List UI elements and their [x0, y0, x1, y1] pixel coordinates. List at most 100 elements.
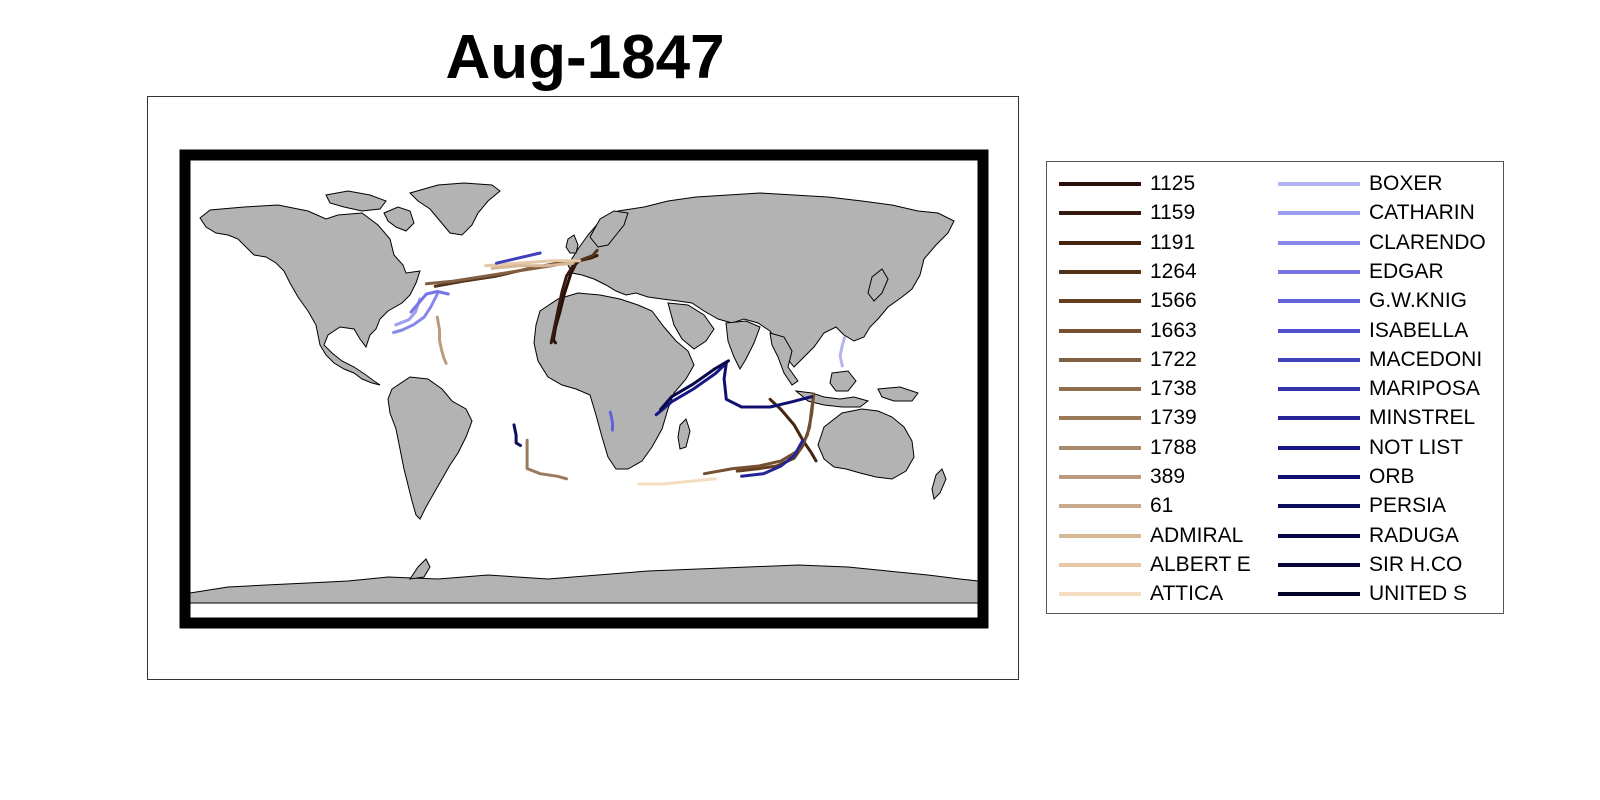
eurasia — [567, 192, 955, 368]
legend-swatch — [1059, 562, 1141, 567]
legend-swatch — [1059, 357, 1141, 362]
new-guinea — [877, 386, 919, 402]
ship-track — [490, 261, 575, 270]
legend-entry: ATTICA — [1047, 580, 1272, 609]
legend-label: PERSIA — [1369, 494, 1447, 518]
africa — [533, 292, 695, 470]
legend-entry: MINSTREL — [1266, 404, 1491, 433]
legend-entry: 1264 — [1047, 258, 1272, 287]
legend-entry: CLARENDO — [1266, 229, 1491, 258]
legend-swatch — [1278, 533, 1360, 538]
antarctic-peninsula — [408, 558, 431, 580]
legend-entry: 1125 — [1047, 170, 1272, 199]
legend: 1125 1159 1191 1264 1566 1663 1722 1738 1739 1788… — [1046, 161, 1504, 614]
legend-entry: SIR H.CO — [1266, 551, 1491, 580]
legend-label: 1722 — [1150, 347, 1197, 371]
legend-label: CATHARIN — [1369, 201, 1475, 225]
legend-entry: 1566 — [1047, 287, 1272, 316]
legend-label: SIR H.CO — [1369, 552, 1463, 576]
baffin-island — [383, 206, 415, 232]
ship-track — [722, 361, 814, 409]
legend-entry: 1738 — [1047, 375, 1272, 404]
legend-swatch — [1278, 387, 1360, 392]
southeast-asia — [769, 332, 799, 386]
legend-swatch — [1059, 269, 1141, 274]
ship-track — [525, 438, 568, 481]
legend-label: ADMIRAL — [1150, 523, 1244, 547]
madagascar — [677, 418, 691, 450]
scandinavia — [589, 210, 629, 248]
legend-label: 1788 — [1150, 435, 1197, 459]
legend-swatch — [1059, 504, 1141, 509]
legend-label: G.W.KNIG — [1369, 289, 1468, 313]
legend-entry: UNITED S — [1266, 580, 1491, 609]
legend-label: 1159 — [1150, 201, 1196, 225]
legend-entry: ALBERT E — [1047, 551, 1272, 580]
legend-swatch — [1059, 328, 1141, 333]
legend-label: RADUGA — [1369, 523, 1459, 547]
ship-track — [551, 259, 579, 345]
borneo — [829, 370, 857, 392]
ship-tracks — [392, 248, 846, 486]
north-america — [199, 204, 421, 386]
legend-swatch — [1278, 562, 1360, 567]
arabian-peninsula — [667, 302, 715, 350]
legend-label: ATTICA — [1150, 582, 1224, 606]
legend-label: 1739 — [1150, 406, 1197, 430]
legend-swatch — [1059, 182, 1141, 186]
legend-swatch — [1059, 533, 1141, 538]
legend-label: ALBERT E — [1150, 552, 1251, 576]
legend-entry: PERSIA — [1266, 492, 1491, 521]
legend-swatch — [1059, 592, 1141, 597]
legend-label: EDGAR — [1369, 259, 1444, 283]
legend-label: 1125 — [1150, 172, 1196, 195]
ship-track — [409, 290, 450, 314]
ship-track — [740, 438, 805, 478]
legend-entry: NOT LIST — [1266, 434, 1491, 463]
legend-swatch — [1278, 357, 1360, 362]
indian-subcontinent — [725, 320, 761, 371]
map-title: Aug-1847 — [445, 23, 725, 92]
legend-swatch — [1059, 387, 1141, 392]
map-border — [179, 149, 989, 629]
legend-label: UNITED S — [1369, 582, 1468, 606]
legend-swatch — [1278, 299, 1360, 304]
legend-entry: ISABELLA — [1266, 317, 1491, 346]
arctic-islands — [325, 190, 387, 212]
legend-entry: CATHARIN — [1266, 199, 1491, 228]
legend-swatch — [1278, 240, 1360, 245]
legend-entry: RADUGA — [1266, 522, 1491, 551]
ship-track — [494, 251, 542, 265]
land-layer — [189, 182, 979, 604]
legend-swatch — [1278, 592, 1360, 597]
legend-entry: BOXER — [1266, 170, 1491, 199]
legend-label: MINSTREL — [1369, 406, 1476, 430]
legend-label: NOT LIST — [1369, 435, 1464, 459]
ship-track — [637, 477, 717, 486]
legend-entry: EDGAR — [1266, 258, 1491, 287]
legend-swatch — [1059, 416, 1141, 421]
ship-track — [702, 392, 816, 476]
south-america — [387, 376, 473, 520]
legend-entry: 1739 — [1047, 404, 1272, 433]
ship-track — [608, 410, 614, 432]
legend-label: 1738 — [1150, 377, 1197, 401]
legend-swatch — [1278, 445, 1360, 450]
legend-label: 1191 — [1150, 230, 1196, 254]
legend-label: 389 — [1150, 465, 1186, 488]
legend-swatch — [1059, 475, 1141, 479]
japan — [867, 268, 889, 302]
legend-entry: 1663 — [1047, 317, 1272, 346]
legend-entry: 389 — [1047, 463, 1272, 492]
legend-label: 1264 — [1150, 259, 1197, 283]
legend-entry: 1191 — [1047, 229, 1272, 258]
ship-track — [512, 423, 522, 447]
legend-entry: MACEDONI — [1266, 346, 1491, 375]
legend-swatch — [1278, 475, 1360, 479]
legend-swatch — [1059, 445, 1141, 450]
legend-swatch — [1059, 299, 1141, 304]
legend-entry: 1788 — [1047, 434, 1272, 463]
legend-swatch — [1278, 211, 1360, 216]
greenland — [409, 182, 501, 236]
legend-swatch — [1278, 269, 1360, 274]
